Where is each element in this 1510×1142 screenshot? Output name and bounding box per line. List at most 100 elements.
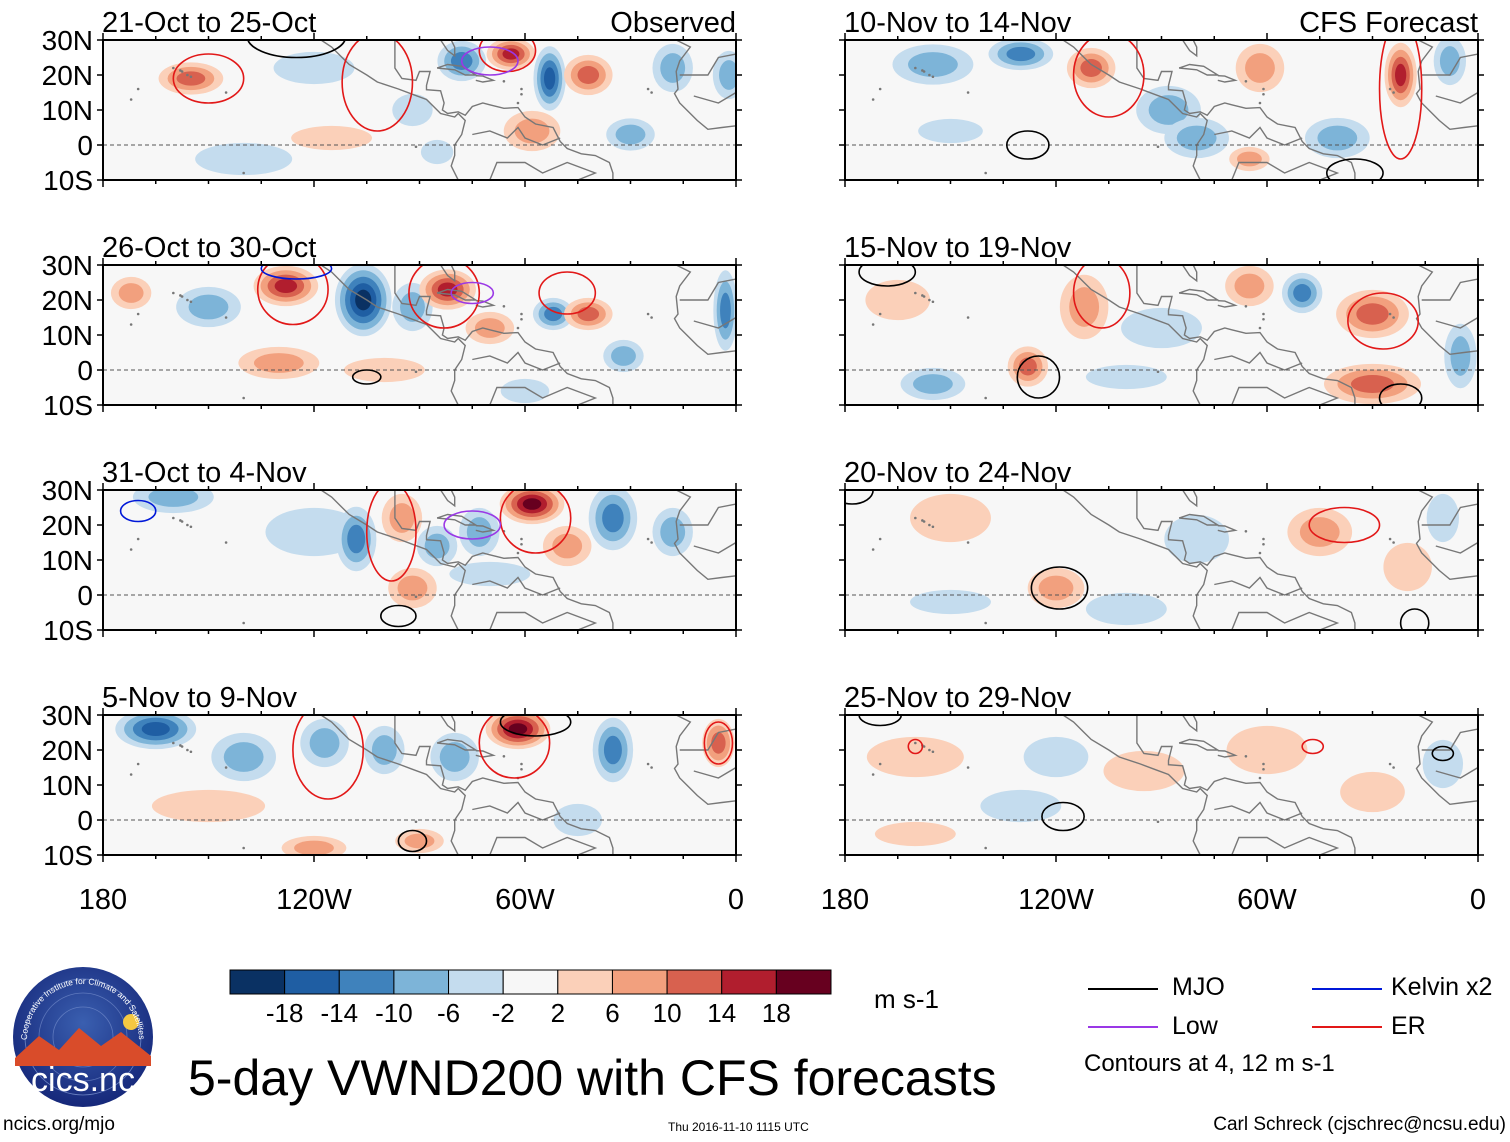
anomaly-blob (532, 297, 574, 331)
x-tick-label: 60W (1237, 884, 1297, 916)
island (414, 595, 418, 599)
coastline (489, 386, 598, 405)
panel-field (845, 40, 1478, 180)
anomaly-blob (1323, 363, 1422, 405)
anomaly-level (347, 524, 366, 554)
island (1244, 530, 1248, 533)
anomaly-blob (1433, 40, 1467, 86)
anomaly-blob (874, 821, 956, 847)
coastline (1178, 63, 1221, 76)
anomaly-level (553, 803, 603, 837)
island (516, 551, 520, 555)
panel-field (103, 490, 736, 630)
contour-er (172, 53, 245, 104)
y-tick-label: 30N (42, 25, 93, 56)
anomaly-level (865, 279, 931, 321)
anomaly-blob (553, 803, 603, 837)
island (1258, 326, 1262, 330)
contour-low (450, 281, 495, 305)
coastline (472, 351, 561, 371)
anomaly-level (1085, 592, 1167, 626)
anomaly-blob (1304, 117, 1370, 159)
coastline (1214, 801, 1303, 821)
coastline (673, 490, 736, 581)
island (136, 312, 140, 316)
island (189, 75, 193, 79)
island (1258, 101, 1262, 105)
legend-label-mjo: MJO (1172, 973, 1225, 1001)
anomaly-level (151, 789, 266, 823)
anomaly-level (291, 125, 373, 151)
coastline (436, 738, 479, 751)
island (1392, 316, 1395, 319)
coastline (1178, 738, 1221, 751)
anomaly-blob (900, 367, 966, 401)
footer-author: Carl Schreck (cjschrec@ncsu.edu) (1213, 1114, 1506, 1135)
anomaly-level (188, 294, 229, 320)
anomaly-level (577, 306, 600, 322)
island (922, 745, 926, 748)
island (520, 317, 523, 321)
contour-mjo (1431, 745, 1455, 762)
anomaly-blob (195, 142, 293, 176)
coastline (673, 40, 736, 131)
anomaly-level (577, 66, 600, 84)
panel-3: 30N 20N 10N 0 10S 31-Oct to 4-Nov (42, 457, 742, 646)
panel-field (845, 715, 1478, 855)
island (646, 87, 650, 91)
cics-logo: Cooperative Institute for Climate and Sa… (13, 967, 153, 1107)
panel-field (845, 490, 1478, 630)
colorbar-swatch (775, 969, 832, 995)
island (878, 537, 882, 541)
contour-kelvin (260, 265, 333, 280)
anomaly-level (602, 503, 624, 533)
island (984, 396, 987, 400)
island (878, 762, 882, 766)
island (1258, 776, 1262, 780)
anomaly-level (711, 732, 726, 754)
contour-er (1347, 292, 1420, 350)
island (922, 70, 926, 73)
anomaly-blob (603, 339, 644, 373)
anomaly-blob (866, 736, 964, 778)
panel-title: 15-Nov to 19-Nov (844, 232, 1072, 264)
anomaly-level (1085, 364, 1167, 390)
island (1258, 551, 1262, 555)
anomaly-blob (176, 286, 241, 328)
island (186, 73, 189, 77)
island (931, 300, 935, 304)
island (136, 87, 140, 91)
anomaly-blob (1007, 346, 1049, 387)
anomaly-blob (1384, 42, 1417, 108)
colorbar-tick-label: 14 (707, 998, 736, 1028)
figure-title: 5-day VWND200 with CFS forecasts (188, 1050, 997, 1106)
island (520, 537, 523, 541)
island (650, 316, 653, 319)
y-tick-label: 10N (42, 770, 93, 801)
colorbar-tick-label: 10 (653, 998, 682, 1028)
anomaly-level (611, 346, 636, 366)
island (1262, 317, 1265, 321)
coastline (1178, 288, 1221, 301)
island (1392, 541, 1395, 544)
y-tick-label: 20N (42, 735, 93, 766)
island (502, 80, 506, 83)
colorbar-swatch (284, 969, 340, 995)
island (931, 75, 935, 79)
island (1388, 537, 1392, 541)
anomaly-level (1340, 771, 1405, 813)
contour-mjo (351, 369, 382, 385)
coastline (436, 288, 479, 301)
contour-mjo (1030, 566, 1089, 610)
coastline (440, 40, 456, 58)
anomaly-blob (1287, 507, 1353, 557)
island (414, 370, 418, 374)
anomaly-blob (151, 789, 266, 823)
panel-field (103, 40, 736, 180)
anomaly-level (1080, 59, 1102, 77)
coastline (679, 53, 736, 76)
anomaly-level (913, 374, 953, 394)
island (1244, 80, 1248, 83)
anomaly-blob (1229, 146, 1270, 172)
